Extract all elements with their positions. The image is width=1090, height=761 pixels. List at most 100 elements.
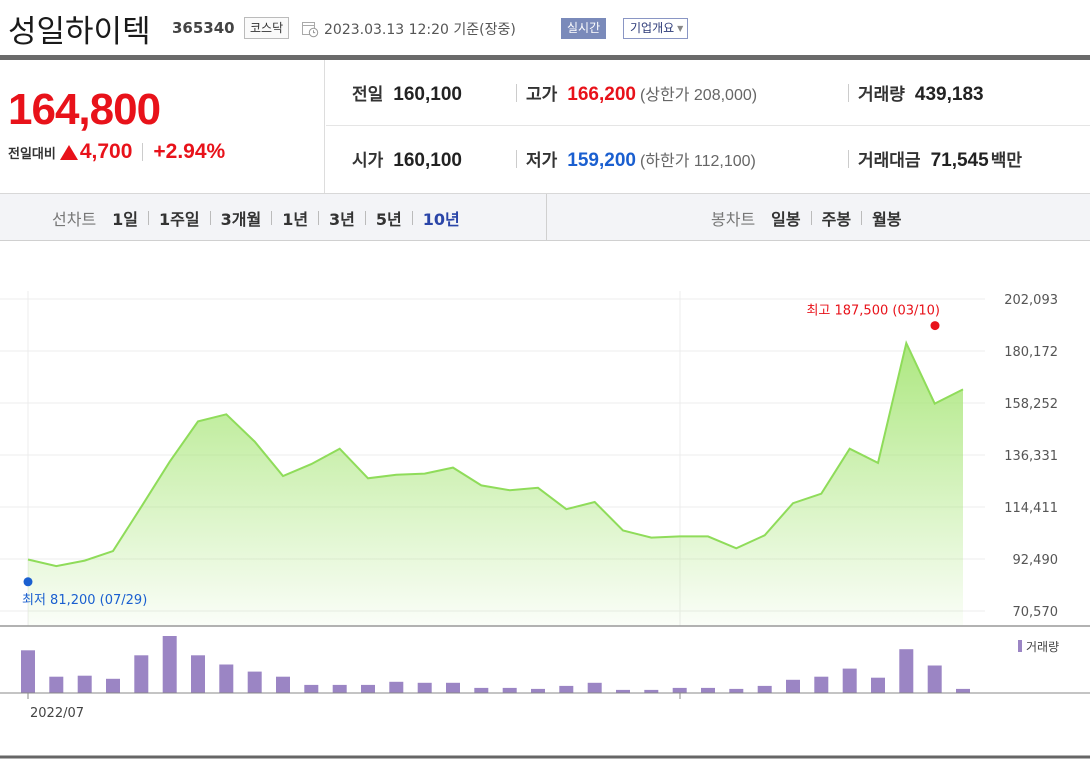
volume-bar: [219, 664, 234, 693]
period-5y[interactable]: 5년: [375, 209, 402, 229]
high-annotation: 최고 187,500 (03/10): [806, 304, 940, 319]
stat-separator: [516, 83, 517, 102]
realtime-button[interactable]: 실시간: [561, 18, 607, 39]
high-value: 166,200: [567, 83, 636, 105]
timestamp: 2023.03.13 12:20 기준(장중): [324, 22, 516, 38]
volume-bar: [77, 675, 92, 693]
trade-value: 71,545: [930, 150, 989, 171]
trade-value-unit: 백만: [990, 151, 1022, 171]
period-1w[interactable]: 1주일: [159, 209, 200, 229]
candle-monthly[interactable]: 월봉: [872, 209, 902, 229]
company-overview-button[interactable]: 기업개요 ▼: [623, 18, 689, 39]
volume-bar: [162, 636, 177, 693]
period-separator: [318, 210, 320, 225]
stat-separator: [848, 150, 849, 168]
open-label: 시가: [352, 151, 384, 171]
stat-separator: [848, 83, 849, 102]
lower-limit: (하한가 112,100): [639, 153, 756, 170]
period-1d[interactable]: 1일: [112, 209, 139, 229]
calendar-clock-icon: [302, 22, 319, 38]
up-triangle-icon: [59, 144, 78, 160]
volume-label: 거래량: [858, 84, 905, 105]
y-tick-label: 202,093: [1004, 293, 1058, 308]
candle-daily[interactable]: 일봉: [771, 209, 801, 229]
change-row: 전일대비 4,700 +2.94%: [8, 140, 225, 164]
price-chart: 202,093 180,172 158,252 136,331 114,411 92,49…: [0, 241, 1090, 761]
volume-bar: [871, 677, 885, 693]
volume-bar: [616, 689, 630, 693]
price-area: [28, 343, 963, 626]
period-10y[interactable]: 10년: [422, 209, 460, 229]
price-box: 164,800 전일대비 4,700 +2.94%: [0, 60, 325, 193]
company-overview-label: 기업개요: [630, 21, 675, 35]
volume-bar: [247, 671, 262, 693]
volume-bar: [899, 649, 914, 693]
volume-bar: [21, 650, 35, 694]
y-tick-label: 114,411: [1004, 501, 1058, 516]
volume-bar: [559, 685, 574, 693]
stock-code: 365340: [172, 19, 235, 37]
volume-bar: [106, 678, 120, 694]
period-separator: [411, 210, 413, 225]
volume-bar: [389, 681, 404, 693]
stock-name: 성일하이텍: [8, 14, 151, 50]
chart-toolbar: 선차트 1일 1주일 3개월 1년 3년 5년 10년 봉차트 일봉 주봉 월봉: [0, 193, 1090, 241]
volume-bar: [417, 682, 432, 693]
volume-bar: [672, 687, 687, 693]
stat-open: 시가 160,100: [352, 146, 462, 172]
period-3y[interactable]: 3년: [329, 209, 355, 229]
line-chart-periods: 선차트 1일 1주일 3개월 1년 3년 5년 10년: [52, 194, 460, 241]
chevron-down-icon: ▼: [677, 24, 684, 33]
volume-legend-label: 거래량: [1026, 640, 1059, 654]
period-separator: [861, 210, 863, 225]
volume-bar: [927, 665, 942, 693]
volume-bar: [361, 684, 375, 693]
prev-close-label: 전일: [352, 84, 384, 105]
change-value: 4,700: [79, 140, 133, 163]
stat-separator: [516, 150, 517, 168]
stat-high: 고가 166,200 (상한가 208,000): [526, 80, 757, 106]
change-percent: +2.94%: [153, 140, 226, 163]
y-tick-label: 180,172: [1004, 345, 1058, 360]
upper-limit: (상한가 208,000): [639, 86, 758, 104]
header-divider: [0, 55, 1090, 60]
volume-bar: [474, 687, 489, 693]
stats-row-1: 전일 160,100 고가 166,200 (상한가 208,000) 거래량 …: [326, 60, 1090, 126]
stats-row-2: 시가 160,100 저가 159,200 (하한가 112,100) 거래대금…: [326, 126, 1090, 192]
period-1y[interactable]: 1년: [282, 209, 309, 229]
volume-bar: [49, 676, 64, 693]
volume-bar: [191, 655, 205, 693]
candle-chart-periods: 봉차트 일봉 주봉 월봉: [711, 194, 902, 241]
change-label: 전일대비: [8, 146, 56, 162]
stats-grid: 전일 160,100 고가 166,200 (상한가 208,000) 거래량 …: [326, 60, 1090, 193]
stat-prev-close: 전일 160,100: [352, 80, 462, 106]
volume-bar: [842, 668, 857, 693]
volume-legend-swatch: [1018, 640, 1022, 652]
volume-bar: [729, 688, 744, 693]
open-value: 160,100: [393, 150, 462, 171]
volume-bar: [956, 688, 970, 693]
volume-bar: [304, 684, 319, 693]
x-tick-label: 2022/07: [30, 706, 84, 721]
change-separator: [142, 143, 144, 161]
volume-bar: [786, 679, 800, 693]
period-separator: [364, 210, 366, 225]
volume-bar: [814, 676, 829, 693]
volume-bar: [446, 682, 460, 693]
volume-bar: [134, 655, 149, 693]
toolbar-divider: [546, 194, 547, 241]
period-3m[interactable]: 3개월: [220, 209, 262, 229]
candle-weekly[interactable]: 주봉: [821, 209, 852, 229]
market-badge: 코스닥: [244, 17, 290, 39]
volume-bar: [276, 676, 290, 693]
trade-value-label: 거래대금: [858, 151, 921, 171]
low-marker: [23, 577, 33, 587]
volume-value: 439,183: [914, 83, 984, 105]
volume-bar: [644, 689, 659, 693]
volume-bar: [531, 688, 545, 693]
current-price: 164,800: [8, 85, 161, 134]
low-annotation: 최저 81,200 (07/29): [22, 593, 147, 608]
volume-bar: [587, 682, 602, 693]
low-label: 저가: [526, 151, 558, 171]
period-separator: [209, 210, 211, 225]
